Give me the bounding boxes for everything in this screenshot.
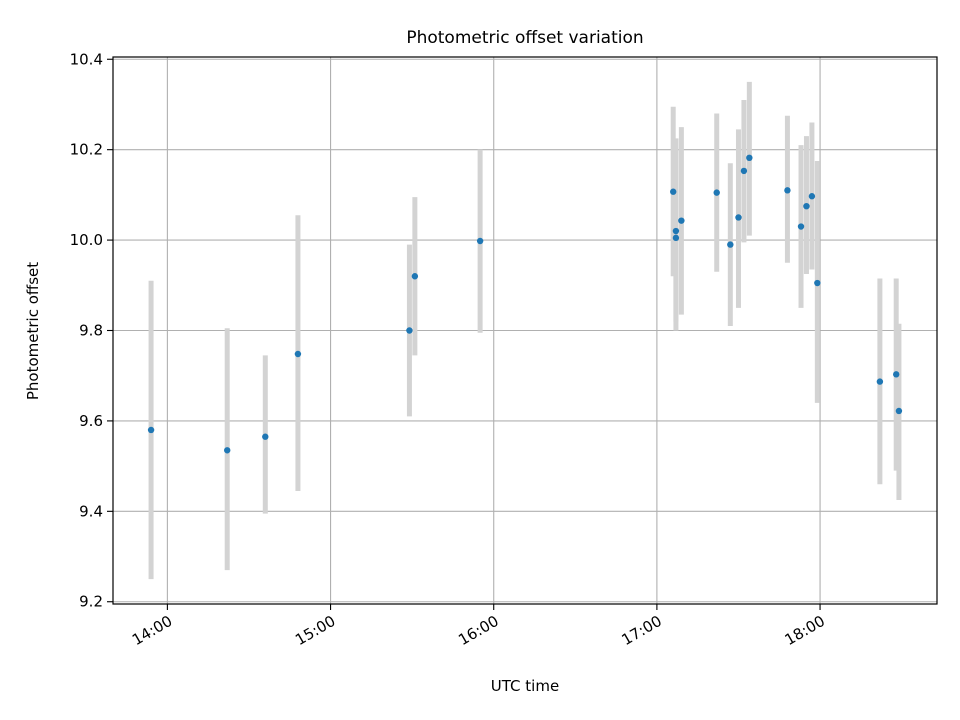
chart-title: Photometric offset variation xyxy=(406,28,643,48)
y-tick-label: 10.0 xyxy=(70,231,103,249)
data-point xyxy=(784,187,791,194)
y-tick-label: 9.2 xyxy=(79,593,103,611)
data-point xyxy=(476,237,484,245)
y-tick-label: 9.6 xyxy=(79,412,103,430)
y-tick-label: 9.4 xyxy=(79,502,103,520)
y-tick-label: 9.8 xyxy=(79,322,103,340)
data-point xyxy=(262,433,269,440)
data-point xyxy=(727,241,734,248)
data-point xyxy=(808,193,816,200)
x-axis-label: UTC time xyxy=(491,677,559,695)
x-tick-label: 16:00 xyxy=(455,612,501,649)
data-point xyxy=(224,447,231,454)
data-point xyxy=(411,273,419,280)
data-point xyxy=(670,188,677,195)
x-tick-label: 15:00 xyxy=(292,612,338,649)
data-points xyxy=(147,154,903,454)
data-point xyxy=(672,234,680,242)
y-axis-label: Photometric offset xyxy=(24,262,42,400)
x-tick-label: 14:00 xyxy=(129,612,175,649)
data-point xyxy=(735,214,742,221)
data-point xyxy=(797,223,805,230)
data-point xyxy=(740,167,748,175)
y-tick-label: 10.2 xyxy=(70,141,103,159)
data-point xyxy=(803,202,810,210)
data-point xyxy=(876,378,884,385)
y-axis-ticks: 9.2 9.4 9.6 9.8 10.0 10.2 10.4 xyxy=(70,50,113,611)
data-point xyxy=(672,227,680,235)
data-point xyxy=(678,217,685,224)
data-point xyxy=(893,371,900,378)
data-point xyxy=(713,189,720,196)
x-axis-ticks: 14:00 15:00 16:00 17:00 18:00 xyxy=(129,604,828,649)
data-point xyxy=(746,154,753,162)
data-point xyxy=(406,327,413,334)
data-point xyxy=(814,279,821,287)
data-point xyxy=(147,426,155,434)
data-point xyxy=(294,350,302,358)
x-tick-label: 18:00 xyxy=(782,612,828,649)
y-tick-label: 10.4 xyxy=(70,50,103,68)
x-tick-label: 17:00 xyxy=(618,612,664,649)
data-point xyxy=(895,407,903,415)
